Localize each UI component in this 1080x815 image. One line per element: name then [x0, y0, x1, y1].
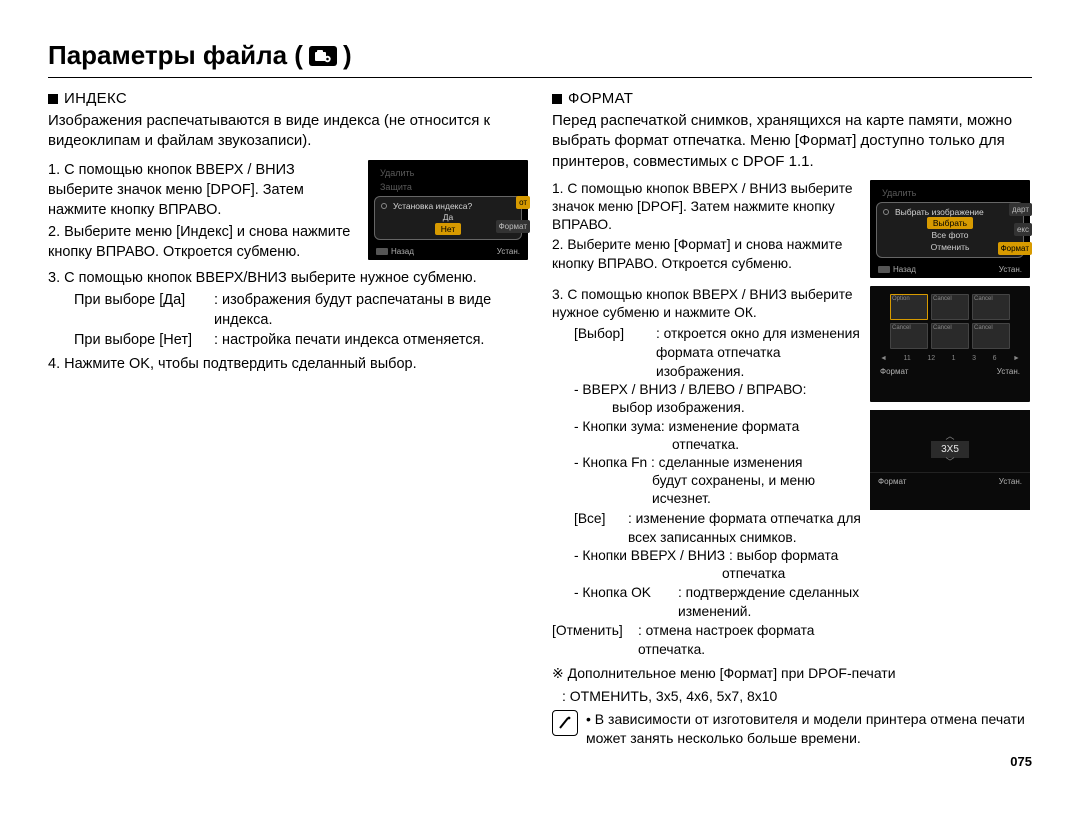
- page-title: Параметры файла ( ): [48, 40, 1032, 71]
- popup-opt: Выбрать: [927, 217, 973, 229]
- extra-note-1: ※ Дополнительное меню [Формат] при DPOF-…: [552, 665, 1032, 682]
- note-icon: [552, 710, 578, 736]
- side-tag: от: [516, 196, 530, 209]
- side-tag-selected: Формат: [998, 242, 1032, 255]
- strip-v: 11: [903, 355, 910, 362]
- ok-key: - Кнопка OK: [574, 583, 672, 621]
- file-settings-icon: [309, 46, 337, 66]
- popup-opt-yes: Да: [381, 211, 515, 223]
- left-column: ИНДЕКС Изображения распечатываются в вид…: [48, 90, 528, 748]
- nav-line: будут сохранены, и меню исчезнет.: [552, 472, 862, 508]
- index-step-2: 2. Выберите меню [Индекс] и снова нажмит…: [48, 222, 358, 262]
- nav-line: - ВВЕРХ / ВНИЗ / ВЛЕВО / ВПРАВО:: [552, 381, 862, 399]
- ok-val: : подтверждение сделанных изменений.: [678, 583, 862, 621]
- foot-back: Назад: [893, 265, 916, 274]
- nav-line: - Кнопка Fn : сделанные изменения: [552, 454, 862, 472]
- chevron-up-icon: ︿: [945, 434, 954, 439]
- index-intro: Изображения распечатываются в виде индек…: [48, 111, 528, 152]
- thumb: Cancel: [972, 323, 1010, 349]
- thumb: Cancel: [931, 294, 969, 320]
- foot-set: Устан.: [497, 247, 520, 256]
- foot-l: Формат: [880, 367, 908, 376]
- menu-icon: [376, 248, 388, 255]
- strip-v: 1: [952, 355, 956, 362]
- popup-opt: Все фото: [883, 229, 1017, 241]
- side-tag: Формат: [496, 220, 530, 233]
- radio-icon: [381, 203, 387, 209]
- screenshot-index-popup: Удалить Защита Установка индекса? Да Нет…: [368, 160, 528, 260]
- no-val: : настройка печати индекса отменяется.: [214, 330, 528, 350]
- thumb: Cancel: [890, 323, 928, 349]
- title-divider: [48, 77, 1032, 78]
- printer-note-text: В зависимости от изготовителя и модели п…: [586, 711, 1025, 746]
- sel-val: : откроется окно для изменения формата о…: [656, 324, 862, 381]
- index-step-3: 3. С помощью кнопок ВВЕРХ/ВНИЗ выберите …: [48, 268, 528, 288]
- title-suffix: ): [343, 40, 352, 71]
- all-line: - Кнопки ВВЕРХ / ВНИЗ : выбор формата: [552, 547, 862, 565]
- chevron-down-icon: ﹀: [945, 460, 954, 465]
- title-prefix: Параметры файла (: [48, 40, 303, 71]
- thumb: Cancel: [972, 294, 1010, 320]
- thumb: Option: [890, 294, 928, 320]
- popup-title: Выбрать изображение: [895, 207, 984, 217]
- format-step-3: 3. С помощью кнопок ВВЕРХ / ВНИЗ выберит…: [552, 286, 862, 322]
- foot-back: Назад: [391, 247, 414, 256]
- screenshot-format-popup: Удалить Выбрать изображение Выбрать Все …: [870, 180, 1030, 278]
- all-key: [Все]: [574, 509, 622, 547]
- thumb: Cancel: [931, 323, 969, 349]
- format-step-1: 1. С помощью кнопок ВВЕРХ / ВНИЗ выберит…: [552, 180, 862, 235]
- bullet-square-icon: [48, 94, 58, 104]
- section-heading-format: ФОРМАТ: [568, 90, 633, 107]
- side-tag: екс: [1014, 223, 1032, 236]
- nav-line: - Кнопки зума: изменение формата: [552, 418, 862, 436]
- cancel-val: : отмена настроек формата отпечатка.: [638, 621, 862, 659]
- bullet-square-icon: [552, 94, 562, 104]
- format-step-2: 2. Выберите меню [Формат] и снова нажмит…: [552, 236, 862, 272]
- no-key: При выборе [Нет]: [74, 330, 208, 350]
- foot-r: Устан.: [999, 477, 1022, 486]
- cancel-key: [Отменить]: [552, 621, 632, 659]
- nav-line: отпечатка.: [552, 436, 862, 454]
- menu-icon: [878, 266, 890, 273]
- nav-line: выбор изображения.: [552, 399, 862, 417]
- format-intro: Перед распечаткой снимков, хранящихся на…: [552, 111, 1032, 172]
- strip-v: 3: [972, 355, 976, 362]
- sel-key: [Выбор]: [574, 324, 650, 381]
- right-column: ФОРМАТ Перед распечаткой снимков, хранящ…: [552, 90, 1032, 748]
- strip-v: ◄: [880, 355, 887, 362]
- page-number: 075: [48, 754, 1032, 769]
- side-tag: дарт: [1009, 203, 1032, 216]
- shot-menu-ghost: Удалить: [374, 168, 522, 178]
- yes-key: При выборе [Да]: [74, 290, 208, 330]
- popup-title: Установка индекса?: [393, 201, 472, 211]
- foot-set: Устан.: [999, 265, 1022, 274]
- radio-icon: [883, 209, 889, 215]
- foot-r: Устан.: [997, 367, 1020, 376]
- shot-menu-ghost: Защита: [374, 182, 522, 192]
- section-heading-index: ИНДЕКС: [64, 90, 127, 107]
- index-step-4: 4. Нажмите OK, чтобы подтвердить сделанн…: [48, 354, 528, 374]
- index-step-1: 1. С помощью кнопок ВВЕРХ / ВНИЗ выберит…: [48, 160, 358, 220]
- strip-v: ►: [1013, 355, 1020, 362]
- screenshot-thumbnails: Option Cancel Cancel Cancel Cancel Cance…: [870, 286, 1030, 402]
- printer-note: • В зависимости от изготовителя и модели…: [586, 710, 1032, 748]
- shot-popup: Установка индекса? Да Нет: [374, 196, 522, 240]
- yes-val: : изображения будут распечатаны в виде и…: [214, 290, 528, 330]
- shot-menu-ghost: Удалить: [876, 188, 1024, 198]
- popup-opt-no: Нет: [435, 223, 461, 235]
- screenshot-size: ︿ 3X5 ﹀ Формат Устан.: [870, 410, 1030, 510]
- strip-v: 12: [927, 355, 935, 362]
- all-line: отпечатка: [552, 565, 862, 583]
- all-val: : изменение формата отпечатка для всех з…: [628, 509, 862, 547]
- foot-l: Формат: [878, 477, 906, 486]
- strip-v: 6: [993, 355, 997, 362]
- size-value: 3X5: [931, 441, 969, 458]
- popup-opt: Отменить: [883, 241, 1017, 253]
- extra-note-2: : ОТМЕНИТЬ, 3x5, 4x6, 5x7, 8x10: [552, 688, 1032, 704]
